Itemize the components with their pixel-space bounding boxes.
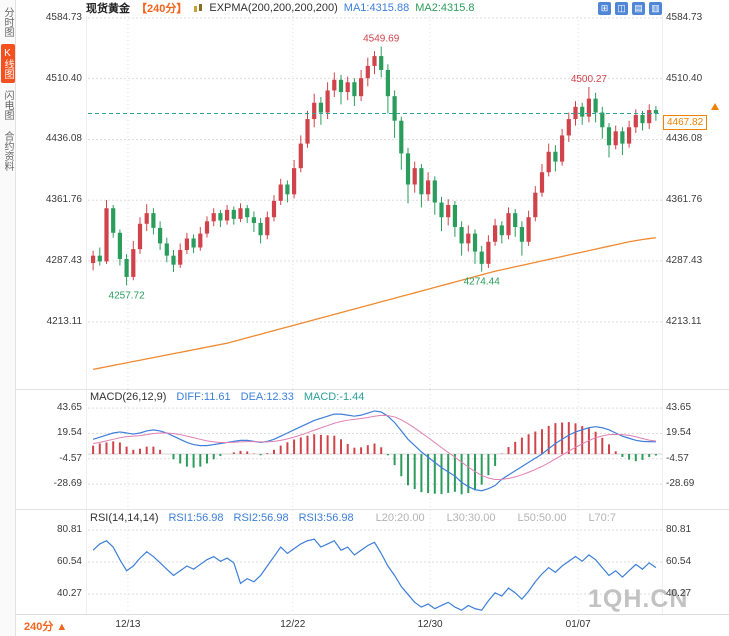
layout-icon-group: ⊞ ◫ ▤ ▥: [598, 1, 662, 15]
macd-diff-value: DIFF:11.61: [176, 391, 231, 403]
macd-title[interactable]: MACD(26,12,9): [90, 391, 167, 403]
rsi-axis-label: 40.27: [666, 588, 692, 599]
panel-separator: [16, 389, 729, 390]
price-axis-label: 4287.43: [666, 255, 703, 267]
columns-icon[interactable]: ▥: [649, 1, 662, 15]
macd-axis-label: 43.65: [666, 402, 692, 414]
macd-chart[interactable]: [88, 390, 662, 510]
sidebar-tab-time-share-chart[interactable]: 分时图: [2, 7, 13, 37]
grid-2x2-icon[interactable]: ⊞: [598, 1, 611, 15]
sidebar-tab-lightning-chart[interactable]: 闪电图: [2, 90, 13, 120]
rsi-level-70: L70:7: [588, 512, 616, 524]
macd-axis-label: 19.54: [56, 427, 82, 439]
watermark: 1QH.CN: [588, 585, 689, 613]
up-arrow-icon: ▲: [56, 621, 68, 633]
panel-separator: [16, 509, 729, 510]
x-axis-date: 12/30: [417, 619, 443, 630]
rsi-level-50: L50:50.00: [517, 512, 567, 524]
price-axis-label: 4584.73: [666, 11, 703, 23]
rsi-level-30: L30:30.00: [446, 512, 496, 524]
price-axis-label: 4361.76: [666, 194, 703, 206]
sidebar-tab-contract-info[interactable]: 合约资料: [2, 131, 13, 171]
price-axis-label: 4213.11: [46, 315, 82, 327]
period-tag[interactable]: 【240分】: [136, 3, 188, 15]
rsi-axis-label: 80.81: [56, 524, 82, 535]
plot-left-border: [86, 16, 87, 614]
plot-right-border: [662, 16, 663, 614]
rsi3-value: RSI3:56.98: [298, 512, 354, 524]
rsi-header: RSI(14,14,14) RSI1:56.98 RSI2:56.98 RSI3…: [90, 512, 616, 524]
period-selector[interactable]: 240分 ▲: [24, 618, 67, 634]
rsi-axis-label: 60.54: [666, 556, 692, 567]
price-axis-label: 4436.08: [666, 133, 703, 145]
macd-axis-label: -28.69: [666, 478, 695, 490]
price-axis-label: 4213.11: [666, 315, 702, 327]
sidebar-tab-kline-chart[interactable]: K线图: [1, 44, 15, 83]
rsi1-value: RSI1:56.98: [168, 512, 224, 524]
indicator-icon: [193, 3, 203, 14]
price-axis-label: 4510.40: [666, 72, 703, 84]
svg-text:4549.69: 4549.69: [363, 34, 400, 45]
rsi2-value: RSI2:56.98: [233, 512, 289, 524]
instrument-name: 现货黄金: [86, 3, 130, 15]
rsi-axis-label: 80.81: [666, 524, 692, 535]
svg-text:4500.27: 4500.27: [571, 74, 608, 85]
macd-dea-value: DEA:12.33: [240, 391, 294, 403]
macd-axis-label: 19.54: [666, 427, 692, 439]
x-axis-date: 12/13: [115, 619, 141, 630]
ma2-value: MA2:4315.8: [415, 2, 475, 14]
split-vertical-icon[interactable]: ◫: [615, 1, 628, 15]
current-price-box: 4467.82: [663, 115, 708, 131]
price-axis-label: 4436.08: [45, 133, 82, 145]
svg-text:4274.44: 4274.44: [464, 277, 501, 288]
chart-header: 现货黄金 【240分】 EXPMA(200,200,200,200) MA1:4…: [86, 0, 729, 16]
macd-macd-value: MACD:-1.44: [303, 391, 365, 403]
svg-text:4257.72: 4257.72: [109, 290, 146, 301]
rows-icon[interactable]: ▤: [632, 1, 645, 15]
price-axis-label: 4361.76: [45, 194, 82, 206]
price-axis-label: 4584.73: [45, 11, 82, 23]
main-candlestick-chart[interactable]: 4549.69 4500.27 4257.72 4274.44: [88, 16, 662, 390]
macd-axis-label: -4.57: [59, 452, 82, 464]
price-axis-label: 4287.43: [45, 255, 82, 267]
macd-header: MACD(26,12,9) DIFF:11.61 DEA:12.33 MACD:…: [90, 391, 364, 403]
period-text: 240分: [24, 621, 54, 633]
price-direction-arrow: [711, 103, 719, 111]
ma1-value: MA1:4315.88: [343, 2, 410, 14]
rsi-title[interactable]: RSI(14,14,14): [90, 512, 159, 524]
rsi-level-20: L20:20.00: [375, 512, 425, 524]
x-axis-date: 01/07: [565, 619, 591, 630]
macd-axis-label: 43.65: [56, 402, 82, 414]
indicator-label[interactable]: EXPMA(200,200,200,200): [209, 2, 338, 14]
price-axis-label: 4510.40: [45, 72, 82, 84]
x-axis-date: 12/22: [280, 619, 306, 630]
rsi-axis-label: 60.54: [56, 556, 82, 567]
macd-axis-label: -4.57: [666, 452, 689, 464]
sidebar: 分时图 K线图 闪电图 合约资料: [0, 0, 16, 636]
rsi-chart[interactable]: [88, 510, 662, 614]
time-axis-bar: [16, 614, 729, 636]
rsi-axis-label: 40.27: [56, 588, 82, 599]
macd-axis-label: -28.69: [53, 478, 82, 490]
